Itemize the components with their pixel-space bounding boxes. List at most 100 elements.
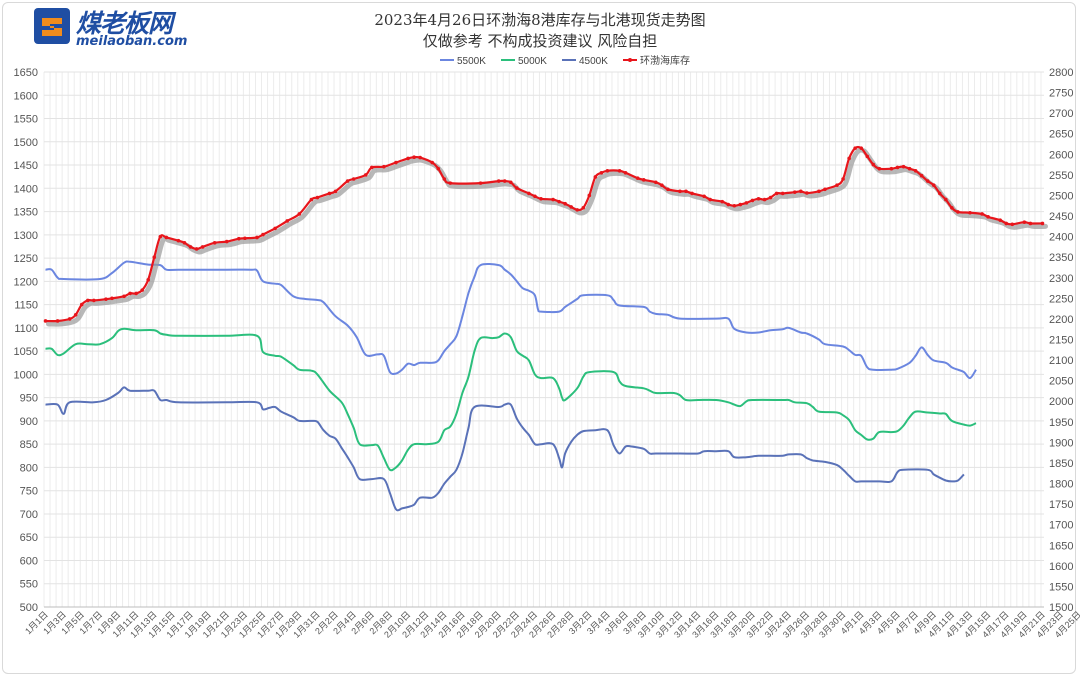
inventory-point [309,197,314,202]
inventory-point [442,177,447,181]
series-环渤海库存 [43,145,1048,327]
legend-label: 5500K [457,56,486,67]
right-axis-tick-label: 2250 [1049,293,1073,305]
inventory-point [835,183,839,187]
inventory-point [412,155,416,159]
inventory-point [418,155,422,160]
right-axis-tick-label: 2100 [1049,355,1073,367]
inventory-point [702,194,706,199]
inventory-point [732,203,737,208]
left-axis-tick-label: 650 [20,532,38,544]
right-axis-tick-label: 1750 [1049,499,1073,511]
left-axis-tick-label: 500 [20,602,38,614]
inventory-point [980,212,984,216]
inventory-point [847,156,851,161]
left-axis-tick-label: 1450 [14,160,38,172]
left-axis-tick-label: 1050 [14,346,38,358]
inventory-point [569,205,573,209]
inventory-point [515,186,519,190]
right-axis-tick-label: 1850 [1049,458,1073,470]
inventory-point [92,298,96,303]
inventory-point [297,212,302,216]
inventory-point [327,191,332,196]
inventory-point [430,160,435,165]
right-axis-tick-label: 2000 [1049,396,1073,408]
right-axis-tick-label: 1700 [1049,520,1073,532]
left-axis-tick-label: 1600 [14,90,38,102]
inventory-point [635,176,640,180]
inventory-point [956,210,960,214]
inventory-point [73,313,78,317]
inventory-point [182,240,187,245]
right-axis-tick-label: 2800 [1049,67,1073,79]
inventory-point [986,215,990,219]
inventory-point [79,302,84,307]
inventory-point [152,255,157,259]
left-axis-tick-label: 1350 [14,207,38,219]
inventory-point [968,210,972,215]
inventory-point [345,179,350,183]
price-line-5500K [45,260,977,380]
inventory-point [55,319,60,323]
right-axis-tick-label: 1950 [1049,417,1073,429]
inventory-point [394,160,398,165]
inventory-point [581,206,586,210]
inventory-point [496,179,501,183]
inventory-point [551,197,555,202]
inventory-point [533,194,537,199]
left-axis-tick-label: 600 [20,555,38,567]
series-5000K [45,327,977,472]
right-axis-tick-label: 1550 [1049,581,1073,593]
inventory-point [720,199,725,204]
left-axis-tick-label: 800 [20,462,38,474]
left-axis-tick-label: 550 [20,579,38,591]
inventory-point [931,183,936,187]
inventory-point [164,235,169,240]
left-axis-tick-label: 1500 [14,137,38,149]
inventory-point [557,199,561,204]
inventory-point [285,219,290,223]
left-axis-tick-label: 1400 [14,183,38,195]
inventory-point [690,191,694,196]
inventory-point [1040,221,1045,226]
inventory-point [86,298,90,303]
inventory-point [502,179,507,183]
inventory-point [780,191,785,196]
left-axis-tick-label: 900 [20,416,38,428]
series-4500K [45,386,965,512]
inventory-point [1028,221,1033,226]
inventory-point [478,181,483,185]
inventory-point [363,173,368,177]
right-axis-tick-label: 2200 [1049,314,1073,326]
inventory-point [593,175,598,179]
left-axis-tick-label: 1000 [14,369,38,381]
inventory-point [273,226,277,231]
inventory-point [925,179,930,183]
inventory-point [122,294,126,299]
inventory-point [684,189,688,194]
inventory-point [726,202,731,207]
inventory-point [641,178,646,182]
inventory-point [587,193,592,198]
inventory-point [255,235,259,240]
inventory-point [853,146,857,150]
inventory-point [871,162,876,167]
inventory-point [744,201,749,205]
inventory-point [261,232,265,237]
inventory-point [128,291,132,296]
legend-marker [628,58,632,62]
inventory-point [351,177,356,181]
inventory-shadow-line [46,147,1048,327]
inventory-point [617,168,622,173]
inventory-point [1010,222,1015,227]
inventory-point [762,197,767,202]
inventory-point [158,234,163,239]
inventory-point [237,236,241,241]
inventory-point [937,191,942,196]
right-axis-tick-label: 2500 [1049,190,1073,202]
inventory-point [67,317,72,321]
inventory-point [1004,221,1009,226]
legend-label: 5000K [518,56,547,67]
inventory-point [212,240,217,245]
